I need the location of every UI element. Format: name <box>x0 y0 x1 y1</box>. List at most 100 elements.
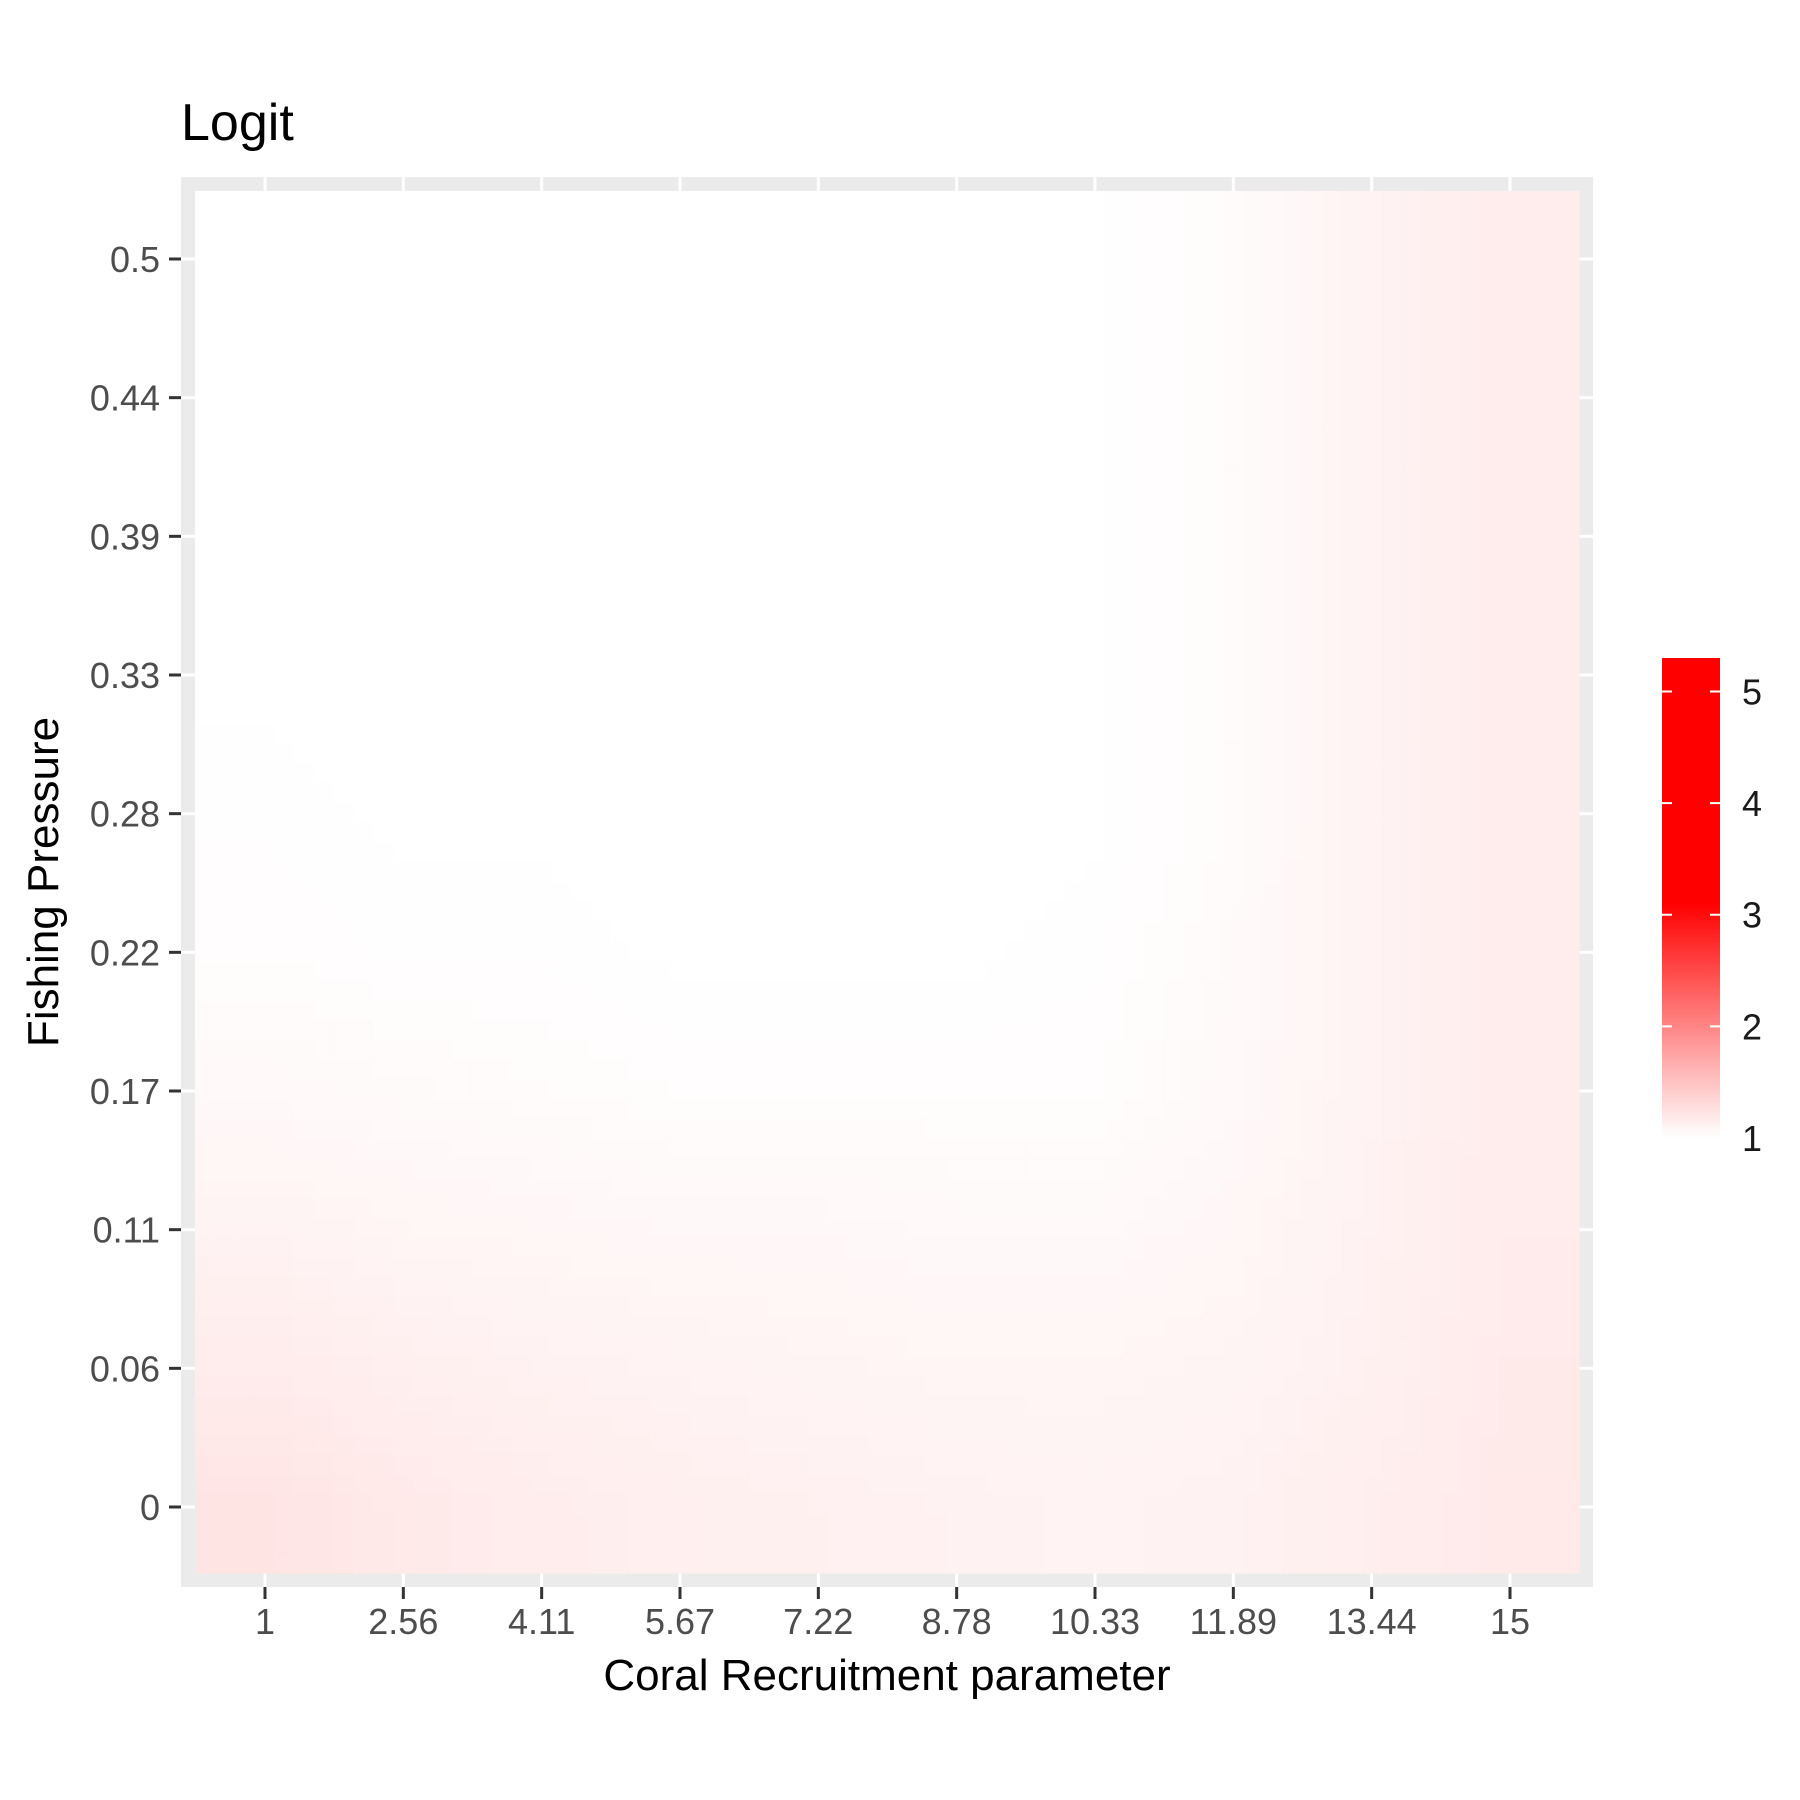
heatmap-cell <box>353 921 374 942</box>
heatmap-cell <box>669 1197 690 1219</box>
heatmap-cell <box>1282 1059 1303 1081</box>
heatmap-cell <box>867 487 888 508</box>
heatmap-cell <box>511 546 532 567</box>
heatmap-cell <box>1499 1336 1521 1357</box>
heatmap-cell <box>1361 605 1382 626</box>
heatmap-cell <box>788 1118 809 1140</box>
heatmap-cell <box>689 1197 710 1219</box>
heatmap-cell <box>827 1533 849 1554</box>
heatmap-cell <box>491 1474 512 1495</box>
heatmap-cell <box>511 447 532 468</box>
heatmap-cell <box>1539 724 1560 745</box>
heatmap-cell <box>1163 1158 1185 1179</box>
heatmap-cell <box>887 1276 908 1298</box>
heatmap-cell <box>195 724 216 745</box>
heatmap-cell <box>372 1197 394 1219</box>
heatmap-cell <box>1025 1039 1046 1061</box>
heatmap-cell <box>511 980 532 1002</box>
heatmap-cell <box>966 664 987 686</box>
heatmap-cell <box>471 408 493 429</box>
heatmap-cell <box>728 1178 750 1199</box>
heatmap-cell <box>1460 980 1481 1002</box>
heatmap-cell <box>1460 566 1481 587</box>
heatmap-cell <box>1341 1355 1363 1377</box>
heatmap-cell <box>946 1158 967 1179</box>
heatmap-cell <box>768 526 789 547</box>
heatmap-cell <box>195 526 216 547</box>
heatmap-cell <box>195 1237 216 1258</box>
heatmap-cell <box>353 1494 374 1515</box>
heatmap-cell <box>274 585 295 607</box>
heatmap-cell <box>1282 566 1303 587</box>
heatmap-cell <box>629 1533 651 1554</box>
heatmap-cell <box>1084 783 1106 804</box>
heatmap-cell <box>1242 862 1264 883</box>
heatmap-cell <box>452 408 473 429</box>
heatmap-cell <box>1183 1039 1204 1061</box>
heatmap-cell <box>946 1138 967 1159</box>
heatmap-cell <box>491 546 512 567</box>
heatmap-cell <box>313 1553 334 1574</box>
heatmap-cell <box>1321 842 1343 863</box>
heatmap-cell <box>906 862 928 883</box>
heatmap-cell <box>590 1257 611 1278</box>
heatmap-cell <box>1124 625 1145 646</box>
heatmap-cell <box>1045 1079 1066 1100</box>
heatmap-cell <box>985 309 1007 330</box>
heatmap-cell <box>1124 388 1145 409</box>
heatmap-cell <box>610 980 631 1002</box>
heatmap-cell <box>1223 1138 1244 1159</box>
heatmap-cell <box>1163 1375 1185 1396</box>
heatmap-cell <box>531 1513 552 1535</box>
heatmap-cell <box>709 1217 730 1238</box>
heatmap-cell <box>709 980 730 1002</box>
heatmap-cell <box>1321 1020 1343 1041</box>
heatmap-cell <box>195 309 216 330</box>
heatmap-cell <box>1064 783 1086 804</box>
heatmap-cell <box>1361 230 1382 251</box>
heatmap-cell <box>1025 388 1046 409</box>
heatmap-cell <box>788 1355 809 1377</box>
heatmap-cell <box>649 1158 671 1179</box>
heatmap-cell <box>1460 1039 1481 1061</box>
heatmap-cell <box>1064 1454 1086 1475</box>
heatmap-cell <box>887 1158 908 1179</box>
heatmap-cell <box>570 1138 592 1159</box>
heatmap-cell <box>293 941 315 962</box>
heatmap-cell <box>1361 921 1382 942</box>
heatmap-cell <box>1104 1276 1125 1298</box>
heatmap-cell <box>748 664 769 686</box>
heatmap-cell <box>550 882 572 903</box>
heatmap-cell <box>946 1415 967 1436</box>
heatmap-cell <box>1519 1355 1541 1377</box>
heatmap-cell <box>1460 1316 1481 1337</box>
heatmap-cell <box>788 566 809 587</box>
heatmap-cell <box>511 269 532 291</box>
heatmap-cell <box>1420 1059 1442 1081</box>
heatmap-cell <box>1045 1197 1066 1219</box>
heatmap-cell <box>313 1118 334 1140</box>
heatmap-cell <box>412 388 433 409</box>
heatmap-cell <box>1183 921 1204 942</box>
heatmap-cell <box>966 1454 987 1475</box>
heatmap-cell <box>669 1494 690 1515</box>
heatmap-cell <box>1163 803 1185 824</box>
heatmap-cell <box>1321 368 1343 390</box>
heatmap-cell <box>669 842 690 863</box>
heatmap-cell <box>511 882 532 903</box>
heatmap-cell <box>1361 901 1382 923</box>
heatmap-cell <box>1025 487 1046 508</box>
heatmap-cell <box>511 1513 532 1535</box>
heatmap-cell <box>1361 882 1382 903</box>
heatmap-cell <box>1321 1118 1343 1140</box>
heatmap-cell <box>1084 447 1106 468</box>
heatmap-cell <box>1519 882 1541 903</box>
heatmap-cell <box>254 269 275 291</box>
heatmap-cell <box>531 1553 552 1574</box>
heatmap-cell <box>412 348 433 370</box>
heatmap-cell <box>1381 1118 1402 1140</box>
heatmap-cell <box>1183 1000 1204 1021</box>
heatmap-cell <box>966 941 987 962</box>
heatmap-cell <box>689 1138 710 1159</box>
heatmap-cell <box>629 901 651 923</box>
